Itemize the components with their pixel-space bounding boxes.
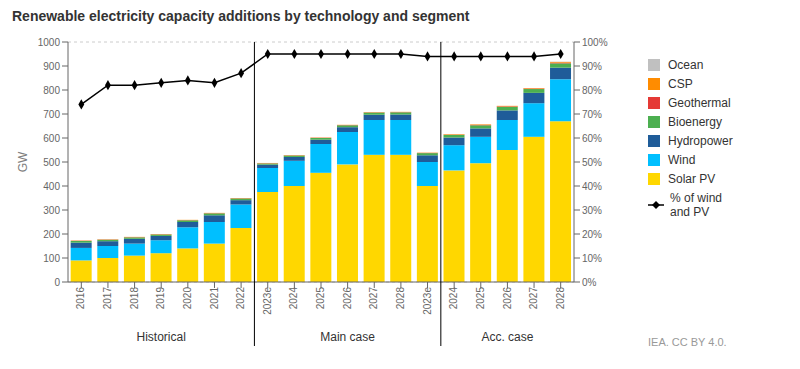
- svg-text:100: 100: [43, 253, 60, 264]
- svg-text:2028: 2028: [395, 287, 406, 310]
- html-text:Bioenergy: Bioenergy: [668, 115, 722, 129]
- html-text:Ocean: Ocean: [668, 58, 704, 72]
- svg-text:2023e: 2023e: [422, 287, 433, 315]
- svg-text:GW: GW: [16, 151, 30, 172]
- svg-text:2019: 2019: [155, 287, 166, 310]
- svg-text:0: 0: [54, 277, 60, 288]
- svg-text:Acc. case: Acc. case: [481, 330, 533, 344]
- svg-text:2028: 2028: [555, 287, 566, 310]
- svg-text:600: 600: [43, 133, 60, 144]
- svg-text:2016: 2016: [75, 287, 86, 310]
- svg-text:2022: 2022: [235, 287, 246, 310]
- svg-text:200: 200: [43, 229, 60, 240]
- html-text:IEA. CC BY 4.0.: IEA. CC BY 4.0.: [648, 336, 727, 348]
- html-text:Geothermal: Geothermal: [668, 96, 731, 110]
- html-text:% of wind and PV: % of wind and PV: [670, 191, 722, 219]
- svg-text:Historical: Historical: [137, 330, 186, 344]
- svg-text:50%: 50%: [582, 157, 602, 168]
- svg-text:2021: 2021: [209, 287, 220, 310]
- svg-text:40%: 40%: [582, 181, 602, 192]
- svg-text:70%: 70%: [582, 109, 602, 120]
- svg-text:2026: 2026: [342, 287, 353, 310]
- html-text:CSP: CSP: [668, 77, 693, 91]
- svg-text:400: 400: [43, 181, 60, 192]
- svg-text:2026: 2026: [502, 287, 513, 310]
- svg-text:2020: 2020: [182, 287, 193, 310]
- svg-text:300: 300: [43, 205, 60, 216]
- svg-text:2027: 2027: [528, 287, 539, 310]
- html-text:Renewable electricity capacity: Renewable electricity capacity additions…: [12, 8, 470, 24]
- svg-text:2017: 2017: [102, 287, 113, 310]
- svg-text:100%: 100%: [582, 37, 608, 48]
- svg-text:60%: 60%: [582, 133, 602, 144]
- svg-text:900: 900: [43, 61, 60, 72]
- svg-text:2024: 2024: [448, 287, 459, 310]
- html-text:Solar PV: Solar PV: [668, 172, 716, 186]
- svg-text:20%: 20%: [582, 229, 602, 240]
- svg-text:2024: 2024: [288, 287, 299, 310]
- svg-text:700: 700: [43, 109, 60, 120]
- svg-text:1000: 1000: [38, 37, 61, 48]
- svg-text:2025: 2025: [315, 287, 326, 310]
- svg-text:30%: 30%: [582, 205, 602, 216]
- svg-text:2027: 2027: [368, 287, 379, 310]
- svg-text:0%: 0%: [582, 277, 597, 288]
- html-text:Hydropower: Hydropower: [668, 134, 733, 148]
- svg-text:10%: 10%: [582, 253, 602, 264]
- svg-text:80%: 80%: [582, 85, 602, 96]
- svg-text:2023e: 2023e: [262, 287, 273, 315]
- svg-text:90%: 90%: [582, 61, 602, 72]
- svg-text:500: 500: [43, 157, 60, 168]
- svg-text:2025: 2025: [475, 287, 486, 310]
- html-text:Wind: Wind: [668, 153, 696, 167]
- svg-text:800: 800: [43, 85, 60, 96]
- svg-text:2018: 2018: [129, 287, 140, 310]
- svg-text:Main case: Main case: [320, 330, 375, 344]
